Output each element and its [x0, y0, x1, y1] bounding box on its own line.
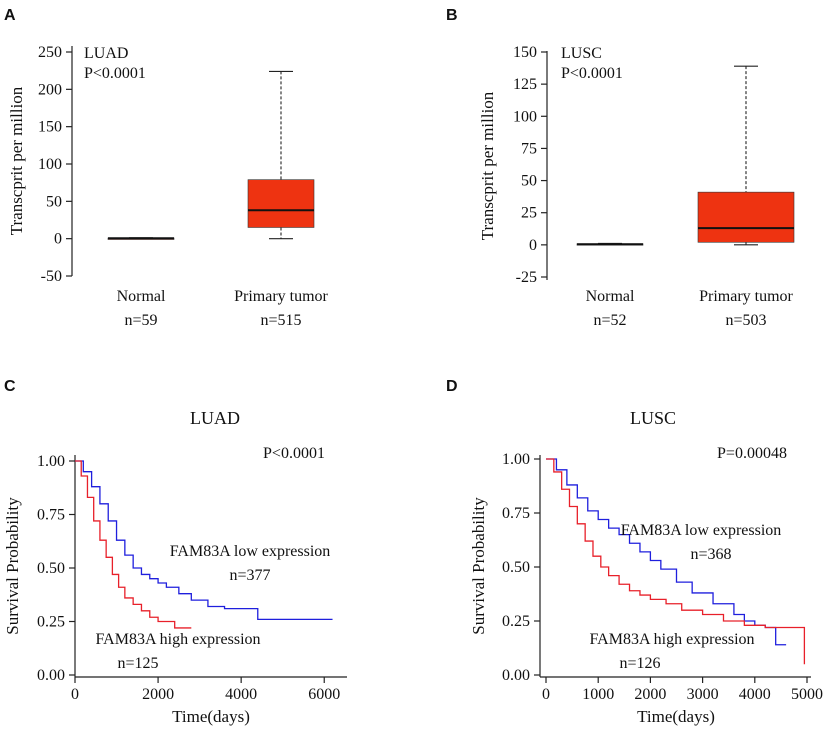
legend-low-label: FAM83A low expression: [621, 522, 782, 539]
y-axis-title: Transcprit per million: [478, 91, 497, 240]
x-tick-label: 0: [71, 686, 79, 703]
legend-low-n: n=377: [229, 567, 270, 584]
panel-label-d: D: [446, 378, 458, 395]
y-tick-label: 0.25: [37, 614, 65, 631]
box-iqr: [697, 191, 795, 243]
y-tick-label: 0.00: [502, 667, 530, 684]
y-axis-title: Transcprit per million: [7, 86, 26, 235]
group-n-normal: n=59: [124, 312, 157, 329]
y-tick-label: 0.25: [502, 613, 530, 630]
y-tick-label: 50: [46, 193, 62, 210]
p-value: P<0.0001: [263, 445, 325, 462]
y-tick-label: -50: [41, 268, 62, 285]
y-axis-title: Survival Probability: [469, 497, 488, 635]
p-value: P<0.0001: [561, 65, 623, 82]
y-tick-label: 0.50: [502, 559, 530, 576]
legend-high-label: FAM83A high expression: [589, 631, 754, 648]
x-ticks: 0 1000 2000 3000 4000 5000: [542, 677, 823, 703]
x-tick-label: 4000: [739, 686, 771, 703]
panel-label-a: A: [4, 7, 16, 24]
survival-curve-high: [75, 460, 192, 629]
y-tick-label: 0: [54, 231, 62, 248]
survival-curves: [75, 460, 333, 629]
dataset-label: LUAD: [84, 45, 128, 62]
group-label-normal: Normal: [586, 288, 635, 305]
box-plot-luad: -50 0 50 100 150 200 250 Transcprit per millio…: [7, 44, 329, 329]
box-iqr: [247, 179, 315, 228]
y-tick-label: 150: [513, 44, 537, 61]
p-value: P=0.00048: [717, 445, 787, 462]
plot-title: LUSC: [630, 408, 676, 428]
y-ticks: -25 0 25 50 75 100 125 150: [513, 44, 547, 286]
x-ticks: 0 2000 4000 6000: [71, 677, 340, 703]
y-tick-label: 200: [38, 81, 62, 98]
x-tick-label: 2000: [634, 686, 666, 703]
p-value: P<0.0001: [84, 65, 146, 82]
x-tick-label: 4000: [225, 686, 257, 703]
x-tick-label: 3000: [687, 686, 719, 703]
legend-high-label: FAM83A high expression: [95, 631, 260, 648]
survival-curve-low: [546, 458, 787, 646]
x-tick-label: 0: [542, 686, 550, 703]
x-tick-label: 2000: [142, 686, 174, 703]
km-plot-luad: LUAD 0.000.250.500.751.00 0 2000 4000 6000 …: [3, 408, 347, 726]
y-tick-label: 0.00: [37, 667, 65, 684]
legend-high-n: n=126: [619, 655, 660, 672]
group-n-tumor: n=503: [725, 312, 766, 329]
y-tick-label: 1.00: [37, 453, 65, 470]
y-ticks: 0.00 0.25 0.50 0.75 1.00: [502, 451, 540, 684]
group-label-tumor: Primary tumor: [234, 288, 328, 305]
x-axis-title: Time(days): [637, 707, 715, 726]
dataset-label: LUSC: [561, 45, 602, 62]
survival-curve-high: [546, 458, 806, 665]
plot-title: LUAD: [190, 408, 240, 428]
panel-label-b: B: [446, 7, 458, 24]
x-tick-label: 5000: [791, 686, 823, 703]
y-tick-label: 25: [521, 205, 537, 222]
group-label-tumor: Primary tumor: [699, 288, 793, 305]
y-tick-label: 1.00: [502, 451, 530, 468]
km-plot-lusc: LUSC 0.00 0.25 0.50 0.75 1.00 0 1000 2000 3000 4…: [469, 408, 823, 726]
panel-label-c: C: [4, 378, 16, 395]
x-axis-title: Time(days): [172, 707, 250, 726]
x-tick-label: 1000: [582, 686, 614, 703]
y-tick-label: 100: [38, 156, 62, 173]
group-n-tumor: n=515: [260, 312, 301, 329]
y-tick-label: 250: [38, 44, 62, 61]
group-label-normal: Normal: [117, 288, 166, 305]
y-tick-label: 75: [521, 140, 537, 157]
x-tick-label: 6000: [308, 686, 340, 703]
boxes: [576, 65, 795, 246]
y-tick-label: 0.75: [37, 507, 65, 524]
legend-high-n: n=125: [117, 655, 158, 672]
group-n-normal: n=52: [593, 312, 626, 329]
y-axis-title: Survival Probability: [3, 497, 22, 635]
legend-low-label: FAM83A low expression: [170, 543, 331, 560]
y-tick-label: 0.50: [37, 560, 65, 577]
y-tick-label: -25: [516, 269, 537, 286]
y-ticks: 0.00 0.25 0.50 0.75 1.00: [37, 453, 75, 684]
y-tick-label: 50: [521, 173, 537, 190]
box-plot-lusc: -25 0 25 50 75 100 125 150 Transcprit per milli…: [478, 44, 795, 329]
y-tick-label: 150: [38, 119, 62, 136]
y-ticks: -50 0 50 100 150 200 250: [38, 44, 72, 285]
boxes: [107, 70, 315, 240]
survival-curve-low: [75, 460, 333, 621]
y-tick-label: 0: [529, 237, 537, 254]
legend-low-n: n=368: [690, 546, 731, 563]
y-tick-label: 0.75: [502, 505, 530, 522]
y-tick-label: 100: [513, 108, 537, 125]
y-tick-label: 125: [513, 76, 537, 93]
survival-curves: [546, 458, 806, 665]
